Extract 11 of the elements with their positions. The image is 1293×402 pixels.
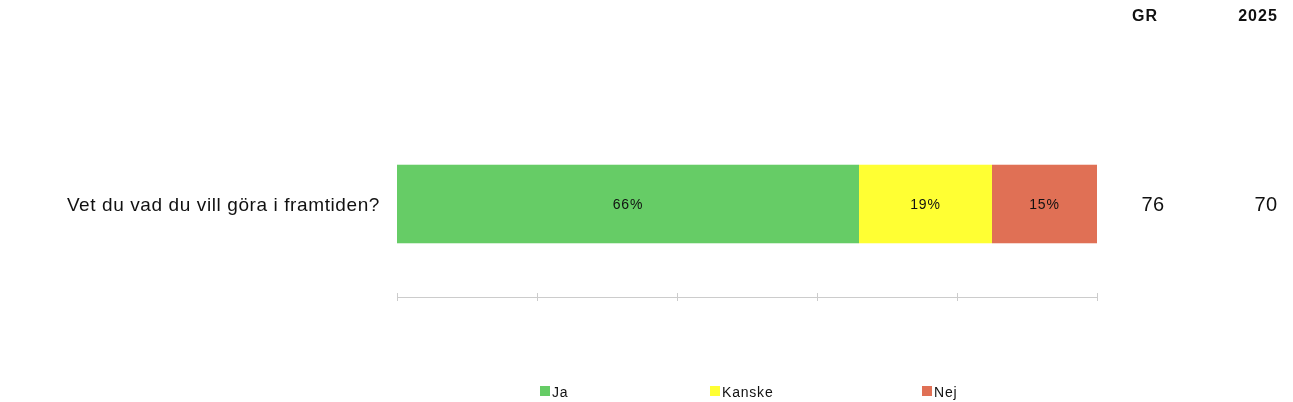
- text: 2025: [1238, 6, 1278, 24]
- legend-label: Kanske: [722, 383, 774, 400]
- text: 76: [1141, 193, 1165, 215]
- data-label: 15%: [1029, 195, 1060, 212]
- legend-label: Nej: [934, 383, 958, 400]
- y-tick-label: Vet du vad du vill göra i framtiden?: [66, 193, 380, 215]
- text: GR: [1132, 6, 1158, 24]
- text: 70: [1254, 193, 1278, 215]
- legend-label: Ja: [552, 383, 569, 400]
- data-label: 19%: [910, 195, 941, 212]
- data-label: 66%: [612, 195, 644, 212]
